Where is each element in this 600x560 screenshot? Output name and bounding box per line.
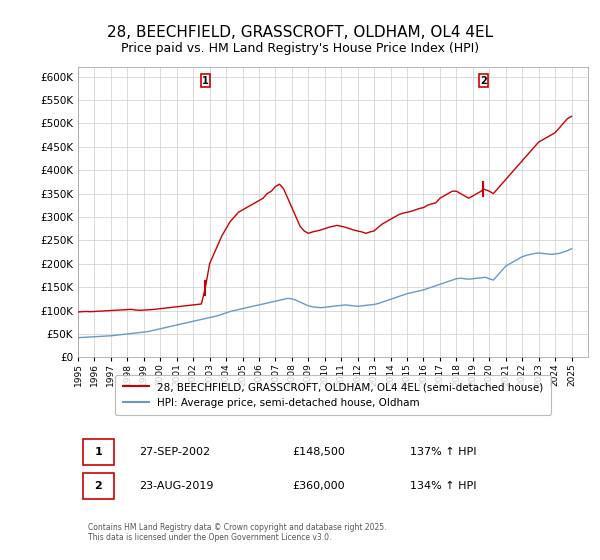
Text: £360,000: £360,000 [292,482,345,491]
Text: Price paid vs. HM Land Registry's House Price Index (HPI): Price paid vs. HM Land Registry's House … [121,42,479,55]
Text: 134% ↑ HPI: 134% ↑ HPI [409,482,476,491]
Text: 28, BEECHFIELD, GRASSCROFT, OLDHAM, OL4 4EL: 28, BEECHFIELD, GRASSCROFT, OLDHAM, OL4 … [107,25,493,40]
Text: 27-SEP-2002: 27-SEP-2002 [139,447,211,458]
Text: 1: 1 [95,447,102,458]
FancyBboxPatch shape [83,473,114,500]
FancyBboxPatch shape [83,439,114,465]
Text: £148,500: £148,500 [292,447,345,458]
Legend: 28, BEECHFIELD, GRASSCROFT, OLDHAM, OL4 4EL (semi-detached house), HPI: Average : 28, BEECHFIELD, GRASSCROFT, OLDHAM, OL4 … [115,375,551,415]
Text: 137% ↑ HPI: 137% ↑ HPI [409,447,476,458]
Text: 1: 1 [202,76,209,86]
Text: 2: 2 [480,76,487,86]
Text: 23-AUG-2019: 23-AUG-2019 [139,482,214,491]
Text: 2: 2 [95,482,102,491]
Text: Contains HM Land Registry data © Crown copyright and database right 2025.
This d: Contains HM Land Registry data © Crown c… [88,522,387,542]
